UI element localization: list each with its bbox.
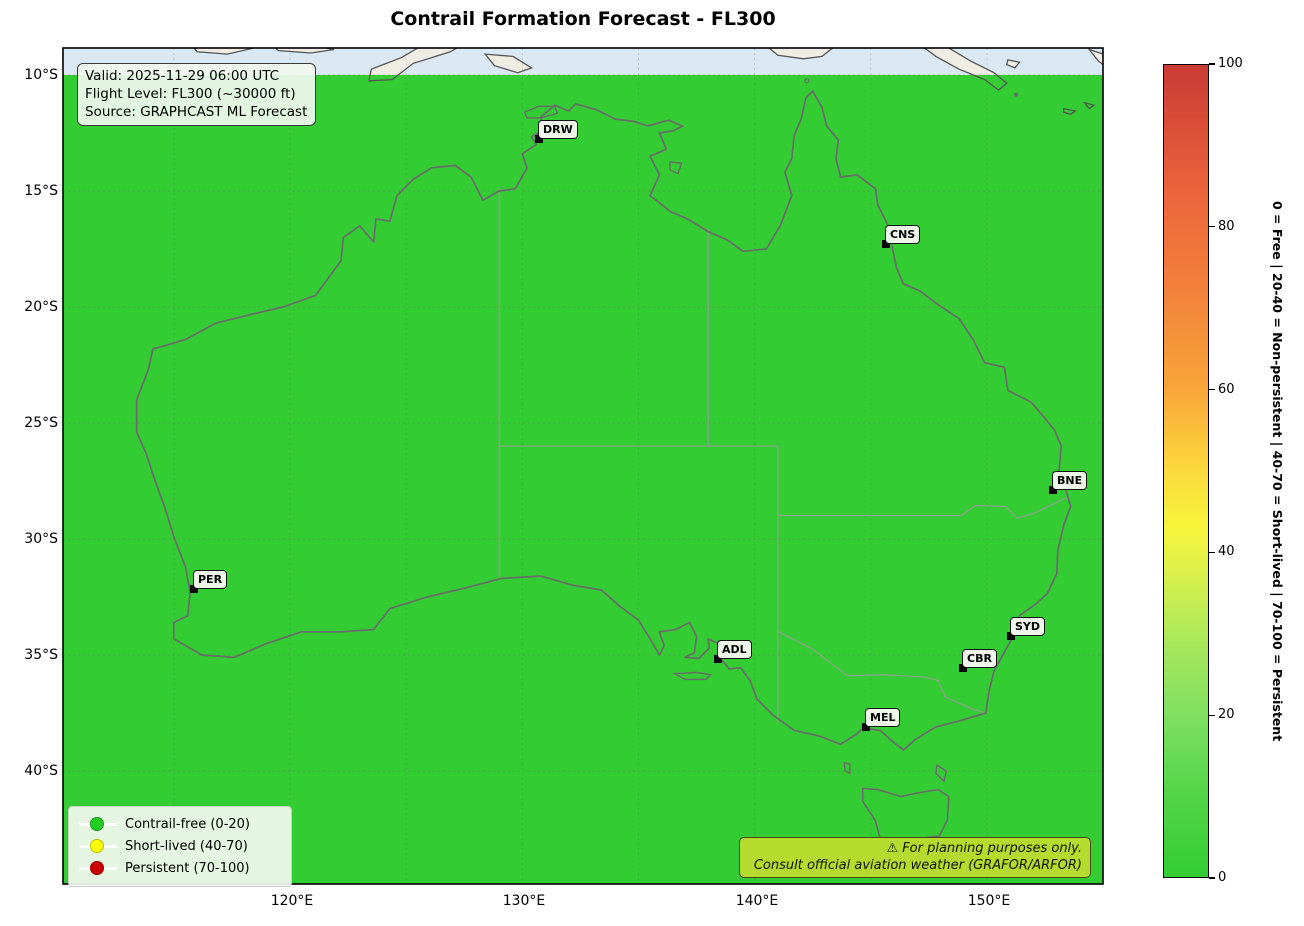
- x-tick-140°E: 140°E: [735, 893, 779, 909]
- y-tick-35°S: 35°S: [24, 647, 58, 663]
- forecast-info-box: Valid: 2025-11-29 06:00 UTC Flight Level…: [77, 63, 317, 127]
- info-source: Source: GRAPHCAST ML Forecast: [85, 104, 308, 121]
- legend-label: Short-lived (40-70): [125, 838, 248, 854]
- y-tick-10°S: 10°S: [24, 67, 58, 83]
- city-label-bne: BNE: [1052, 471, 1088, 490]
- colorbar-label: 0 = Free | 20-40 = Non-persistent | 40-7…: [1270, 200, 1285, 742]
- colorbar-tick-20: 20: [1218, 707, 1235, 723]
- legend-marker-red: [77, 860, 119, 876]
- y-tick-40°S: 40°S: [24, 763, 58, 779]
- colorbar: [1163, 64, 1209, 878]
- y-tick-25°S: 25°S: [24, 415, 58, 431]
- city-marker-mel: [862, 723, 870, 731]
- colorbar-tick-mark: [1209, 388, 1215, 391]
- info-flight-level: Flight Level: FL300 (~30000 ft): [85, 86, 296, 103]
- colorbar-tick-0: 0: [1218, 870, 1227, 885]
- city-label-cns: CNS: [885, 225, 921, 244]
- y-tick-20°S: 20°S: [24, 299, 58, 315]
- city-label-per: PER: [193, 570, 228, 589]
- legend-box: Contrail-free (0-20) Short-lived (40-70)…: [68, 806, 292, 887]
- colorbar-tick-mark: [1209, 551, 1215, 554]
- legend-item-short-lived: Short-lived (40-70): [77, 835, 283, 857]
- colorbar-tick-60: 60: [1218, 381, 1235, 397]
- page-title: Contrail Formation Forecast - FL300: [390, 8, 776, 30]
- colorbar-tick-40: 40: [1218, 544, 1235, 560]
- disclaimer-line-1: ⚠ For planning purposes only.: [886, 841, 1083, 856]
- city-label-mel: MEL: [865, 708, 901, 727]
- city-marker-cbr: [959, 664, 967, 672]
- city-label-cbr: CBR: [962, 649, 997, 668]
- legend-marker-yellow: [77, 838, 119, 854]
- legend-label: Persistent (70-100): [125, 860, 250, 876]
- legend-label: Contrail-free (0-20): [125, 816, 251, 832]
- legend-item-persistent: Persistent (70-100): [77, 857, 283, 879]
- info-valid-time: Valid: 2025-11-29 06:00 UTC: [85, 68, 280, 84]
- legend-marker-green: [77, 816, 119, 832]
- city-marker-adl: [714, 655, 722, 663]
- disclaimer-line-2: Consult official aviation weather (GRAFO…: [753, 858, 1082, 874]
- x-tick-150°E: 150°E: [967, 893, 1011, 909]
- colorbar-tick-mark: [1209, 63, 1215, 65]
- y-tick-15°S: 15°S: [24, 183, 58, 199]
- colorbar-tick-80: 80: [1218, 218, 1235, 234]
- city-marker-bne: [1049, 486, 1057, 494]
- city-label-adl: ADL: [717, 640, 752, 659]
- legend-item-contrail-free: Contrail-free (0-20): [77, 813, 283, 835]
- city-marker-syd: [1007, 632, 1015, 640]
- colorbar-tick-mark: [1209, 877, 1215, 879]
- city-marker-per: [190, 585, 198, 593]
- x-tick-130°E: 130°E: [502, 893, 546, 909]
- city-marker-drw: [535, 135, 543, 143]
- colorbar-tick-100: 100: [1218, 56, 1243, 71]
- x-tick-120°E: 120°E: [270, 893, 314, 909]
- colorbar-tick-mark: [1209, 226, 1215, 228]
- city-label-drw: DRW: [538, 120, 578, 139]
- disclaimer-box: ⚠ For planning purposes only. Consult of…: [739, 837, 1091, 879]
- colorbar-tick-mark: [1209, 714, 1215, 716]
- y-tick-30°S: 30°S: [24, 531, 58, 547]
- city-label-syd: SYD: [1010, 617, 1046, 636]
- city-marker-cns: [882, 240, 890, 248]
